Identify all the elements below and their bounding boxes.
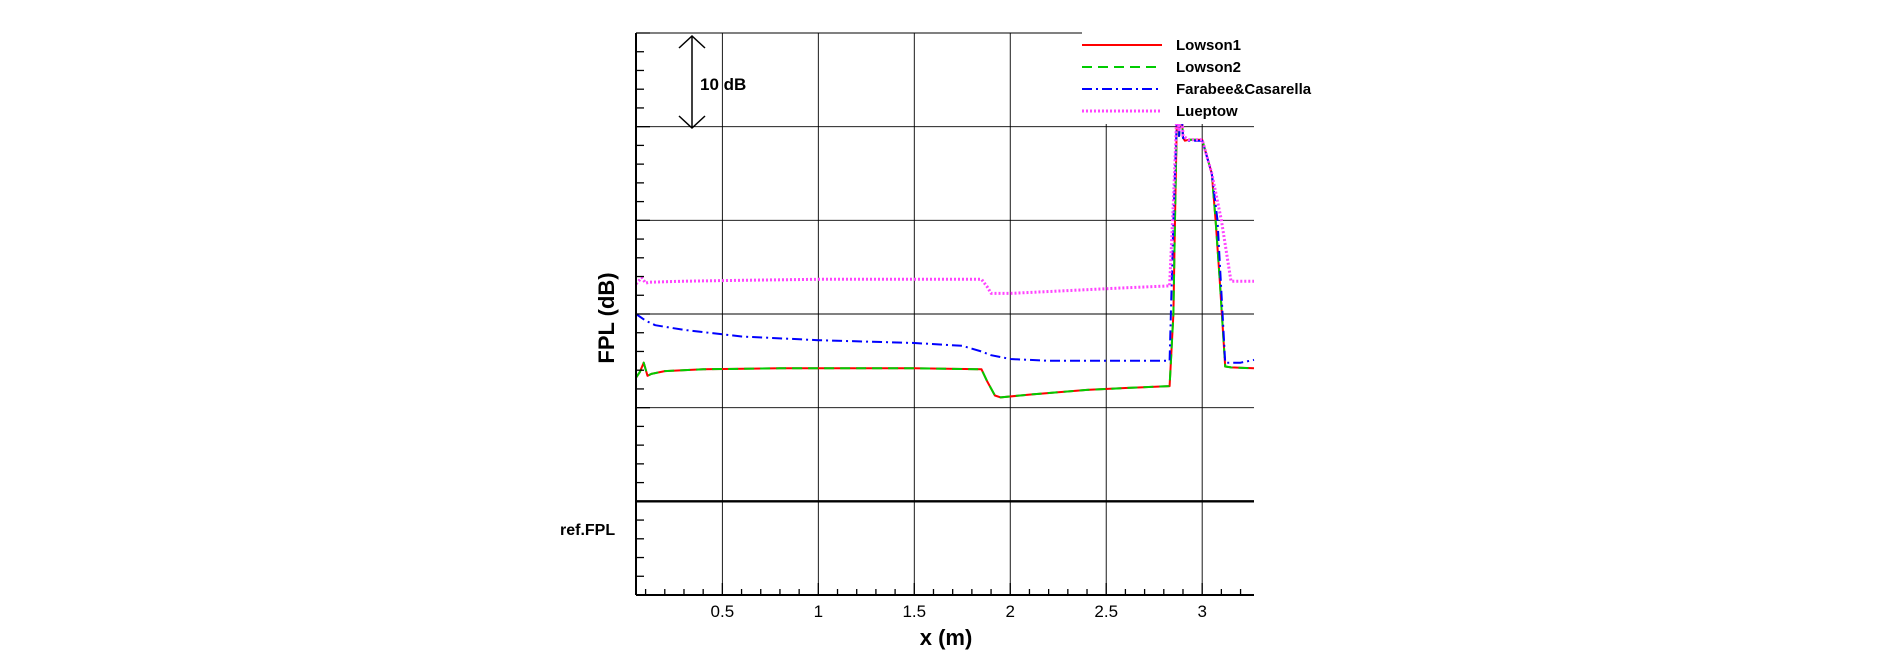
x-axis-title: x (m) — [920, 625, 973, 650]
legend-label-lueptow: Lueptow — [1176, 103, 1238, 120]
scale-annotation: 10 dB — [678, 34, 746, 130]
grid-lines — [636, 32, 1254, 595]
series-line-farabee-casarella — [635, 102, 1255, 364]
scale-annotation-label: 10 dB — [700, 75, 746, 94]
series-lines — [634, 92, 1255, 399]
legend-label-farabee-casarella: Farabee&Casarella — [1176, 81, 1312, 98]
scale-arrow-head-bottom — [678, 115, 706, 130]
x-tick-label: 2.5 — [1094, 602, 1118, 621]
ticks: 0.5 1 1.5 2 2.5 3 — [636, 32, 1242, 621]
series-line-lowson2 — [635, 102, 1255, 399]
y-axis-title: FPL (dB) — [594, 272, 619, 363]
scale-arrow-head-top — [678, 34, 706, 49]
x-tick-label: 1.5 — [902, 602, 926, 621]
legend-label-lowson2: Lowson2 — [1176, 59, 1241, 76]
series-line-lowson1 — [635, 102, 1255, 399]
x-tick-label: 0.5 — [711, 602, 735, 621]
legend: Lowson1 Lowson2 Farabee&Casarella Lueptow — [1082, 37, 1312, 120]
legend-label-lowson1: Lowson1 — [1176, 37, 1241, 54]
reference-label: ref.FPL — [560, 522, 615, 539]
x-tick-label: 2 — [1006, 602, 1015, 621]
x-tick-label: 1 — [814, 602, 823, 621]
x-tick-label: 3 — [1197, 602, 1206, 621]
